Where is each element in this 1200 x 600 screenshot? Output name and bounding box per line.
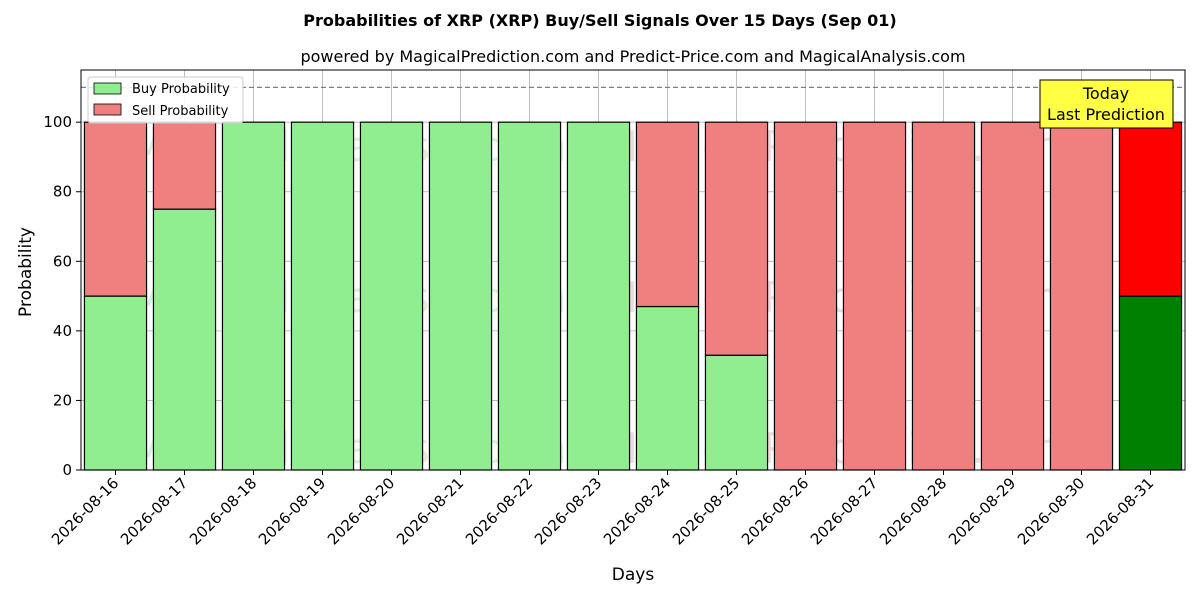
- bar-sell: [83, 121, 148, 297]
- x-tick-label: 2026-08-19: [255, 474, 329, 548]
- x-tick-label: 2026-08-24: [600, 474, 674, 548]
- chart-title: Probabilities of XRP (XRP) Buy/Sell Sign…: [303, 11, 896, 30]
- x-axis: 2026-08-162026-08-172026-08-182026-08-19…: [48, 470, 1157, 548]
- y-tick-label: 40: [53, 322, 72, 340]
- annotation-line-2: Last Prediction: [1047, 105, 1165, 124]
- legend: Buy Probability Sell Probability: [87, 76, 244, 124]
- x-tick-label: 2026-08-16: [48, 474, 122, 548]
- bar-buy: [1118, 295, 1183, 471]
- bar-sell: [773, 121, 838, 471]
- bar-buy: [704, 354, 769, 471]
- legend-label-buy: Buy Probability: [132, 82, 230, 97]
- bar-sell: [635, 121, 700, 308]
- bar-buy: [83, 295, 148, 471]
- legend-box: [87, 76, 244, 124]
- y-tick-label: 100: [43, 113, 72, 131]
- x-tick-label: 2026-08-27: [807, 474, 881, 548]
- y-tick-label: 0: [62, 461, 72, 479]
- annotation-line-1: Today: [1082, 84, 1129, 103]
- legend-swatch-sell: [93, 103, 122, 116]
- today-annotation: Today Last Prediction: [1039, 79, 1174, 129]
- bar-buy: [359, 121, 424, 471]
- bar-buy: [566, 121, 631, 471]
- x-tick-label: 2026-08-26: [738, 474, 812, 548]
- bar-sell: [704, 121, 769, 356]
- x-tick-label: 2026-08-18: [186, 474, 260, 548]
- x-axis-label: Days: [612, 565, 655, 585]
- x-tick-label: 2026-08-20: [324, 474, 398, 548]
- annotation-box: [1039, 79, 1174, 129]
- bar-sell: [980, 121, 1045, 471]
- y-tick-label: 80: [53, 183, 72, 201]
- x-tick-label: 2026-08-17: [117, 474, 191, 548]
- legend-swatch-buy: [93, 82, 122, 95]
- bar-sell: [1049, 121, 1114, 471]
- bar-buy: [221, 121, 286, 471]
- x-tick-label: 2026-08-30: [1014, 474, 1088, 548]
- bar-sell: [911, 121, 976, 471]
- plot-area-frame: [80, 69, 1186, 471]
- y-tick-label: 20: [53, 391, 72, 409]
- x-tick-label: 2026-08-29: [945, 474, 1019, 548]
- bar-sell: [152, 121, 217, 210]
- bar-buy: [152, 208, 217, 471]
- x-tick-label: 2026-08-25: [669, 474, 743, 548]
- x-tick-label: 2026-08-28: [876, 474, 950, 548]
- y-axis-label: Probability: [16, 227, 36, 317]
- chart-subtitle: powered by MagicalPrediction.com and Pre…: [300, 47, 965, 66]
- y-axis: 0 20 40 60 80 100: [43, 113, 81, 479]
- bar-sell: [1118, 121, 1183, 297]
- y-tick-label: 60: [53, 252, 72, 270]
- bar-sell: [842, 121, 907, 471]
- bar-buy: [497, 121, 562, 471]
- x-tick-label: 2026-08-23: [531, 474, 605, 548]
- bar-buy: [428, 121, 493, 471]
- x-tick-label: 2026-08-31: [1083, 474, 1157, 548]
- x-tick-label: 2026-08-21: [393, 474, 467, 548]
- legend-label-sell: Sell Probability: [132, 104, 229, 119]
- bars: [83, 121, 1183, 471]
- bar-buy: [290, 121, 355, 471]
- x-tick-label: 2026-08-22: [462, 474, 536, 548]
- bar-buy: [635, 305, 700, 471]
